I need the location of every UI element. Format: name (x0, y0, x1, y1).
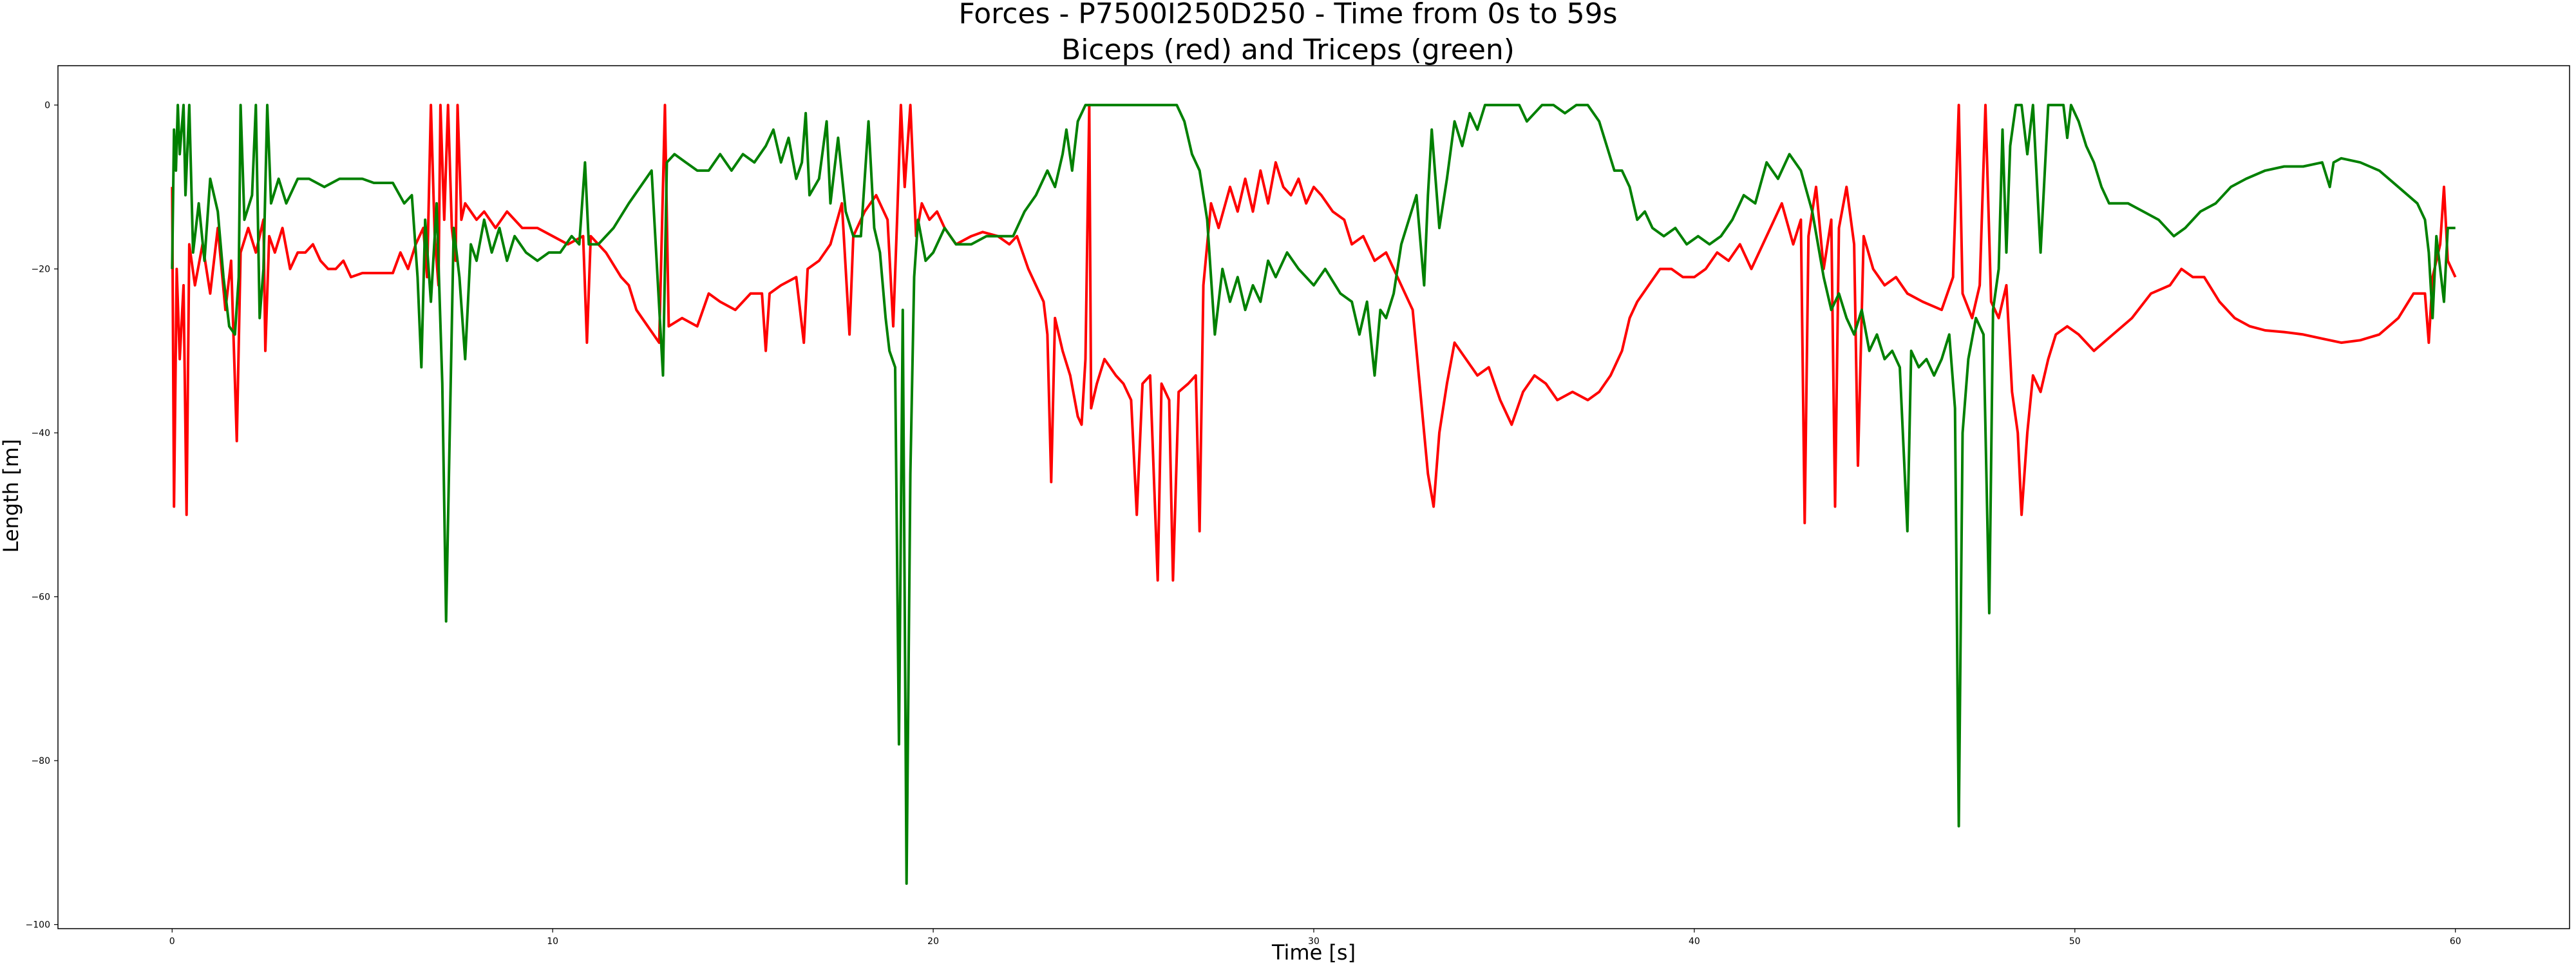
x-tick-label: 40 (1689, 936, 1700, 947)
x-tick-label: 20 (927, 936, 939, 947)
y-tick-label: −40 (31, 428, 50, 439)
x-tick-label: 30 (1308, 936, 1320, 947)
x-tick-label: 60 (2450, 936, 2461, 947)
chart-subtitle: Biceps (red) and Triceps (green) (1061, 33, 1515, 66)
y-axis-label: Length [m] (0, 439, 23, 553)
y-tick-label: −20 (31, 265, 50, 275)
biceps-series-line (171, 104, 2457, 582)
x-tick-label: 10 (547, 936, 558, 947)
series-layer (171, 104, 2457, 885)
chart-title: Forces - P7500I250D250 - Time from 0s to… (958, 0, 1617, 30)
y-tick-label: −60 (31, 592, 50, 603)
y-tick-label: 0 (44, 100, 50, 111)
y-tick-label: −100 (26, 920, 50, 931)
y-axis: 0 −20 −40 −60 −80 −100 (26, 100, 58, 931)
x-tick-label: 0 (169, 936, 175, 947)
y-tick-label: −80 (31, 756, 50, 766)
x-axis-label: Time [s] (1271, 940, 1356, 965)
x-axis: 0 10 20 30 40 50 60 (169, 929, 2461, 947)
triceps-series-line (171, 104, 2456, 885)
x-tick-label: 50 (2069, 936, 2081, 947)
